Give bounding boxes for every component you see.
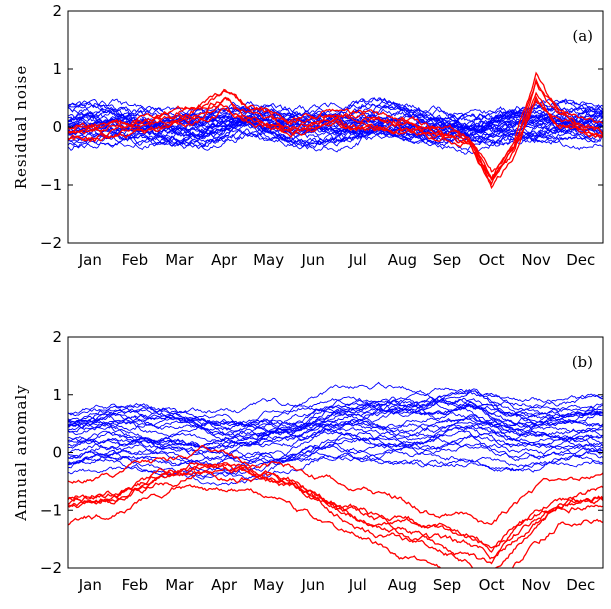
- red-series-line: [68, 469, 603, 553]
- x-tick-label: Oct: [479, 251, 505, 269]
- y-tick-label: −1: [40, 501, 62, 519]
- blue-series-line: [68, 396, 603, 440]
- y-tick-label: −1: [40, 176, 62, 194]
- blue-series-line: [68, 113, 603, 146]
- x-tick-label: Jun: [300, 251, 324, 269]
- series-group: [68, 71, 603, 190]
- x-tick-label: May: [253, 576, 284, 594]
- x-tick-label: Mar: [165, 576, 194, 594]
- y-axis-label: Residual noise: [12, 65, 30, 190]
- blue-series-line: [68, 437, 603, 480]
- y-tick-label: −2: [40, 234, 62, 252]
- x-tick-label: May: [253, 251, 284, 269]
- x-tick-label: Apr: [211, 576, 238, 594]
- blue-series-line: [68, 399, 603, 443]
- red-series-line: [68, 483, 603, 568]
- red-series-line: [68, 98, 603, 180]
- y-axis-label: Annual anomaly: [12, 384, 30, 521]
- plot-frame: [67, 336, 604, 569]
- red-series-line: [68, 463, 603, 560]
- red-series-line: [68, 91, 603, 190]
- red-series-line: [68, 444, 603, 526]
- red-series-line: [68, 462, 603, 568]
- blue-series-line: [68, 113, 603, 148]
- y-tick-label: 2: [52, 2, 62, 20]
- y-tick-label: 0: [52, 118, 62, 136]
- y-tick-label: −2: [40, 559, 62, 577]
- x-tick-label: Jul: [348, 576, 367, 594]
- blue-series-line: [68, 381, 603, 426]
- x-tick-label: Nov: [521, 251, 550, 269]
- red-series-line: [68, 77, 603, 186]
- blue-series-line: [68, 388, 603, 431]
- blue-series-line: [68, 389, 603, 430]
- blue-series-line: [68, 429, 603, 466]
- x-tick-label: Nov: [521, 576, 550, 594]
- y-tick-label: 0: [52, 444, 62, 462]
- x-tick-label: Sep: [433, 576, 461, 594]
- y-tick-label: 2: [52, 328, 62, 346]
- series-group: [68, 381, 603, 568]
- blue-series-line: [68, 115, 603, 153]
- blue-series-line: [68, 390, 603, 431]
- x-tick-label: Mar: [165, 251, 194, 269]
- blue-series-line: [68, 105, 603, 141]
- x-tick-label: Jul: [348, 251, 367, 269]
- blue-series-line: [68, 421, 603, 449]
- x-tick-label: Jun: [300, 576, 324, 594]
- x-tick-label: Jan: [78, 576, 102, 594]
- x-tick-label: Dec: [566, 251, 595, 269]
- x-tick-label: Feb: [122, 576, 149, 594]
- chart-panel-a: −2 −1 0 1 2 Jan Feb Mar Apr May Jun Jul Aug Sep Oct Nov…: [12, 2, 604, 269]
- blue-series-line: [68, 414, 603, 455]
- blue-series-line: [68, 424, 603, 464]
- blue-series-line: [68, 102, 603, 135]
- blue-series-line: [68, 442, 603, 467]
- panel-label: (b): [572, 353, 593, 371]
- y-tick-label: 1: [52, 386, 62, 404]
- x-tick-label: Aug: [388, 251, 417, 269]
- blue-series-line: [68, 413, 603, 443]
- x-tick-label: Apr: [211, 251, 238, 269]
- x-tick-label: Oct: [479, 576, 505, 594]
- x-tick-label: Jan: [78, 251, 102, 269]
- x-tick-label: Dec: [566, 576, 595, 594]
- x-tick-label: Feb: [122, 251, 149, 269]
- x-tick-label: Sep: [433, 251, 461, 269]
- panel-label: (a): [572, 27, 593, 45]
- x-tick-label: Aug: [388, 576, 417, 594]
- chart-panel-b: −2 −1 0 1 2 Jan Feb Mar Apr May Jun Jul Aug Sep Oct Nov…: [12, 328, 604, 594]
- blue-series-line: [68, 391, 603, 436]
- red-series-line: [68, 71, 603, 181]
- y-tick-label: 1: [52, 60, 62, 78]
- blue-series-line: [68, 117, 603, 155]
